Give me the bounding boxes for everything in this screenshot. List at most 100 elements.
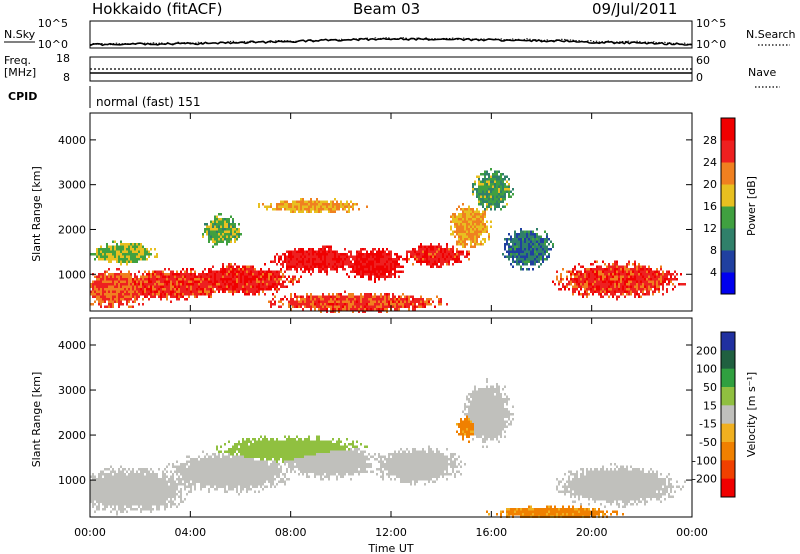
velocity-panel-cell — [210, 475, 212, 478]
power-panel-cell — [568, 283, 570, 286]
power-panel-cell — [332, 300, 334, 303]
velocity-panel-cell — [144, 475, 146, 478]
power-panel-cell — [118, 288, 120, 291]
power-panel-cell — [472, 218, 474, 221]
power-panel-cell — [364, 310, 366, 313]
velocity-panel-cell — [136, 485, 138, 488]
power-panel-cell — [378, 310, 380, 313]
power-panel-cell — [430, 250, 432, 253]
power-panel-cell — [510, 240, 512, 243]
velocity-panel-cell — [170, 493, 172, 496]
power-panel-cell — [578, 275, 580, 278]
power-panel-cell — [494, 175, 496, 178]
power-panel-cell — [218, 230, 220, 233]
power-panel-cell — [226, 275, 228, 278]
velocity-panel-cell — [166, 465, 168, 468]
power-panel-cell — [126, 263, 128, 266]
velocity-panel-cell — [192, 460, 194, 463]
power-panel-cell — [378, 273, 380, 276]
power-panel-cell — [196, 288, 198, 291]
velocity-panel-cell — [120, 490, 122, 493]
power-panel-cell — [194, 278, 196, 281]
velocity-panel-cell — [108, 500, 110, 503]
power-panel-cell — [152, 288, 154, 291]
power-panel-cell — [226, 228, 228, 231]
power-panel-cell — [500, 188, 502, 191]
power-panel-cell — [202, 235, 204, 238]
power-panel-cell — [332, 208, 334, 211]
power-panel-cell — [134, 250, 136, 253]
power-panel-cell — [408, 303, 410, 306]
power-panel-cell — [108, 250, 110, 253]
power-panel-cell — [546, 238, 548, 241]
velocity-panel-cell — [116, 488, 118, 491]
power-panel-cell — [516, 250, 518, 253]
power-panel-cell — [106, 245, 108, 248]
power-panel-cell — [290, 260, 292, 263]
power-panel-cell — [282, 298, 284, 301]
power-panel-cell — [670, 280, 672, 283]
power-panel-cell — [214, 278, 216, 281]
power-panel-cell — [492, 198, 494, 201]
power-panel-cell — [456, 228, 458, 231]
velocity-panel-cell — [180, 480, 182, 483]
power-panel-cell — [288, 203, 290, 206]
power-panel-cell — [126, 275, 128, 278]
power-panel-cell — [356, 298, 358, 301]
power-panel-cell — [348, 303, 350, 306]
velocity-panel-cell — [132, 473, 134, 476]
power-panel-cell — [122, 243, 124, 246]
power-panel-cell — [592, 270, 594, 273]
power-panel-cell — [366, 308, 368, 311]
power-panel-cell — [624, 290, 626, 293]
power-panel-cell — [380, 263, 382, 266]
power-panel-cell — [236, 290, 238, 293]
power-panel-cell — [298, 265, 300, 268]
power-panel-cell — [378, 248, 380, 251]
power-panel-cell — [658, 270, 660, 273]
velocity-panel-cell — [118, 493, 120, 496]
power-panel-cell — [148, 273, 150, 276]
power-panel-cell — [620, 275, 622, 278]
power-panel-cell — [386, 305, 388, 308]
power-panel-cell — [420, 255, 422, 258]
power-panel-cell — [322, 300, 324, 303]
power-panel-cell — [324, 263, 326, 266]
power-panel-cell — [130, 298, 132, 301]
power-panel-cell — [120, 298, 122, 301]
power-panel-cell — [524, 233, 526, 236]
power-panel-cell — [346, 263, 348, 266]
power-panel-cell — [332, 308, 334, 311]
power-panel-cell — [416, 258, 418, 261]
power-panel-cell — [224, 233, 226, 236]
power-panel-cell — [124, 260, 126, 263]
velocity-panel-cell — [98, 475, 100, 478]
power-panel-cell — [660, 283, 662, 286]
power-panel-cell — [544, 230, 546, 233]
power-panel-cell — [364, 265, 366, 268]
power-panel-cell — [330, 250, 332, 253]
power-panel-cell — [198, 280, 200, 283]
power-panel-cell — [484, 170, 486, 173]
power-panel-cell — [322, 203, 324, 206]
velocity-panel-cell — [106, 483, 108, 486]
power-panel-cell — [410, 255, 412, 258]
power-panel-cell — [418, 298, 420, 301]
power-panel-cell — [234, 275, 236, 278]
power-panel-cell — [456, 215, 458, 218]
velocity-panel-cell — [108, 478, 110, 481]
power-panel-cell — [496, 190, 498, 193]
power-panel-cell — [230, 238, 232, 241]
power-panel-cell — [438, 243, 440, 246]
power-panel-cell — [374, 268, 376, 271]
power-panel-cell — [656, 268, 658, 271]
power-panel-cell — [124, 280, 126, 283]
power-panel-cell — [484, 238, 486, 241]
velocity-panel-cell — [200, 460, 202, 463]
power-panel-cell — [418, 305, 420, 308]
power-panel-cell — [194, 288, 196, 291]
power-panel-cell — [324, 303, 326, 306]
power-panel-cell — [122, 283, 124, 286]
velocity-panel-cell — [94, 495, 96, 498]
